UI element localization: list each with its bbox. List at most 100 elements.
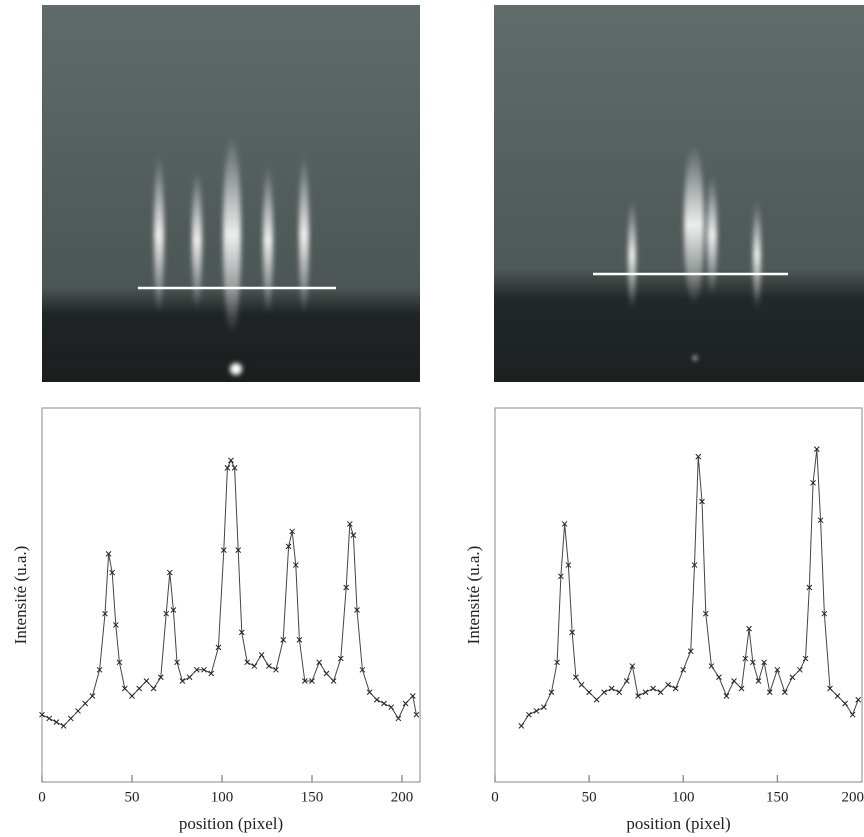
data-point xyxy=(716,674,722,681)
data-point xyxy=(208,670,215,677)
data-point xyxy=(573,674,579,681)
data-point xyxy=(166,569,173,576)
data-point xyxy=(280,637,287,643)
data-point xyxy=(695,453,702,460)
x-tick-label: 200 xyxy=(391,789,414,805)
data-point xyxy=(702,610,709,617)
plot-frame xyxy=(41,407,421,783)
data-point xyxy=(629,663,636,669)
data-point xyxy=(746,625,752,632)
data-point xyxy=(174,659,180,666)
data-point xyxy=(834,693,841,699)
data-point xyxy=(742,655,749,662)
data-point xyxy=(309,678,315,684)
data-point xyxy=(781,689,788,696)
data-point xyxy=(102,610,108,617)
rheed-image-left xyxy=(42,5,420,382)
x-tick-label: 50 xyxy=(582,789,597,805)
data-point xyxy=(82,700,89,707)
data-point xyxy=(810,479,816,486)
data-point xyxy=(554,659,560,666)
data-point xyxy=(265,663,272,669)
data-point xyxy=(593,696,600,703)
data-point xyxy=(273,666,279,673)
data-point xyxy=(608,685,615,692)
data-point xyxy=(296,637,303,643)
data-point xyxy=(381,700,387,707)
data-point xyxy=(179,678,186,684)
data-point xyxy=(193,666,200,673)
chart: 0 50 100 150 200 position (pixel) Intensité (u… xyxy=(11,407,421,833)
data-point xyxy=(731,678,737,684)
data-point xyxy=(112,622,119,628)
data-point xyxy=(136,685,143,692)
data-point xyxy=(395,715,402,722)
data-point xyxy=(623,678,630,684)
data-point xyxy=(388,704,395,711)
data-point xyxy=(797,666,803,673)
data-point xyxy=(39,711,45,718)
data-point xyxy=(601,689,608,696)
data-point xyxy=(533,708,540,714)
data-point xyxy=(755,678,762,684)
data-point xyxy=(561,521,568,527)
data-point xyxy=(650,685,656,692)
data-point xyxy=(359,666,366,673)
data-point xyxy=(842,700,848,707)
plot-frame xyxy=(494,407,863,783)
data-point xyxy=(238,629,245,636)
data-point xyxy=(558,573,564,580)
data-point xyxy=(569,629,576,636)
data-point xyxy=(285,543,292,550)
data-point xyxy=(642,689,649,696)
data-point xyxy=(635,693,641,699)
data-point xyxy=(170,607,177,613)
data-point xyxy=(665,681,672,688)
data-point xyxy=(346,521,353,527)
data-point xyxy=(301,678,308,684)
data-point xyxy=(699,498,705,505)
data-point xyxy=(220,547,227,553)
data-point xyxy=(343,584,350,591)
data-point xyxy=(224,464,231,471)
data-point xyxy=(121,685,128,692)
data-point xyxy=(565,562,572,568)
x-tick-label: 100 xyxy=(211,789,234,805)
data-point xyxy=(802,655,809,662)
data-point xyxy=(157,674,164,681)
x-tick-label: 0 xyxy=(491,789,499,805)
data-point xyxy=(150,685,157,692)
data-point xyxy=(231,464,238,471)
data-point xyxy=(143,678,150,684)
data-point xyxy=(235,547,242,553)
data-point xyxy=(402,700,409,707)
data-point xyxy=(749,659,756,666)
x-tick-label: 100 xyxy=(672,789,695,805)
data-point xyxy=(292,562,299,568)
data-point xyxy=(578,681,585,688)
data-point xyxy=(789,674,796,681)
rheed-image-right xyxy=(494,5,864,382)
data-point xyxy=(109,569,116,576)
chart: 0 50 100 150 200 position (pixel) Intensité (u… xyxy=(464,407,864,833)
data-point xyxy=(251,663,258,669)
data-point xyxy=(96,666,103,673)
data-point xyxy=(116,659,123,666)
data-point xyxy=(806,584,813,591)
data-point xyxy=(691,562,698,568)
data-point xyxy=(350,532,357,539)
data-point xyxy=(821,610,828,617)
y-axis-title: Intensité (u.a.) xyxy=(464,546,483,645)
data-point xyxy=(657,689,664,696)
data-point xyxy=(337,655,344,662)
data-point xyxy=(766,689,773,696)
data-point xyxy=(738,685,745,692)
data-point xyxy=(518,723,525,729)
data-point xyxy=(366,689,373,696)
x-tick-label: 200 xyxy=(842,789,864,805)
data-point xyxy=(53,719,60,726)
data-line xyxy=(520,449,859,727)
data-point xyxy=(817,517,824,524)
data-point xyxy=(60,723,67,729)
